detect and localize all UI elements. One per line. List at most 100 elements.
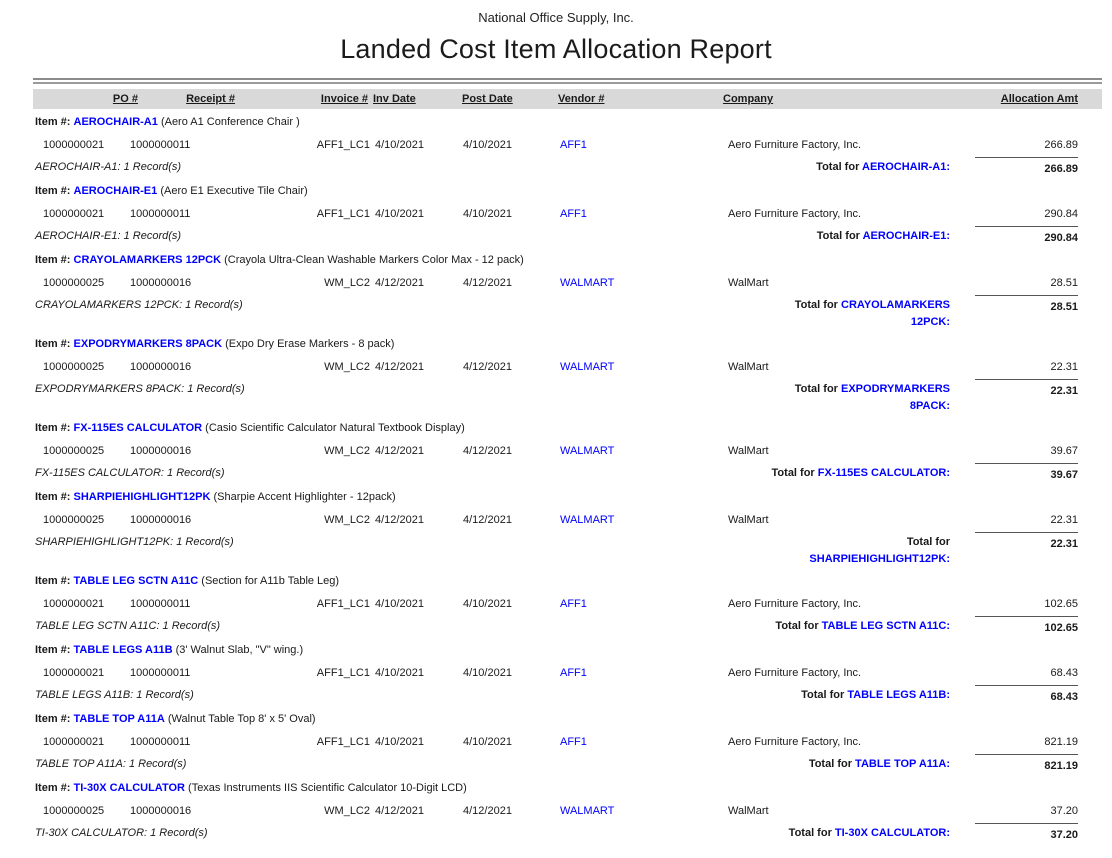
- total-item-code-link[interactable]: FX-115ES CALCULATOR:: [817, 467, 950, 479]
- item-description: (Aero E1 Executive Tile Chair): [160, 185, 308, 197]
- item-header-line: Item #: AEROCHAIR-E1 (Aero E1 Executive …: [33, 180, 1102, 203]
- item-code-link[interactable]: TABLE TOP A11A: [73, 713, 165, 725]
- total-for-text: Total for: [808, 758, 856, 770]
- vendor-code-link[interactable]: AFF1: [560, 208, 587, 220]
- total-item-code-link[interactable]: SHARPIEHIGHLIGHT12PK:: [809, 553, 950, 565]
- post-date-cell: 4/12/2021: [463, 277, 512, 289]
- item-number-label: Item #:: [35, 338, 71, 350]
- total-label: Total for FX-115ES CALCULATOR:: [653, 463, 950, 483]
- post-date-cell: 4/12/2021: [463, 361, 512, 373]
- item-number-label: Item #:: [35, 644, 71, 656]
- table-row: 1000000021 1000000011 AFF1_LC1 4/10/2021…: [33, 593, 1102, 616]
- item-group: Item #: CRAYOLAMARKERS 12PCK (Crayola Ul…: [33, 249, 1102, 333]
- total-item-code-link[interactable]: CRAYOLAMARKERS: [841, 299, 950, 311]
- invoice-number-cell: AFF1_LC1: [316, 667, 370, 679]
- inv-date-cell: 4/12/2021: [375, 361, 424, 373]
- receipt-number-cell: 1000000011: [130, 208, 191, 220]
- post-date-cell: 4/12/2021: [463, 445, 512, 457]
- invoice-number-cell: AFF1_LC1: [316, 139, 370, 151]
- total-for-text: Total for: [816, 161, 862, 173]
- total-amount: 102.65: [975, 616, 1078, 638]
- column-header-receipt: Receipt #: [186, 93, 235, 105]
- table-row: 1000000025 1000000016 WM_LC2 4/12/2021 4…: [33, 272, 1102, 295]
- receipt-number-cell: 1000000011: [130, 667, 191, 679]
- post-date-cell: 4/12/2021: [463, 805, 512, 817]
- item-total-row: TABLE TOP A11A: 1 Record(s) Total for TA…: [33, 754, 1102, 777]
- item-code-link[interactable]: AEROCHAIR-A1: [73, 116, 158, 128]
- vendor-code-link[interactable]: AFF1: [560, 736, 587, 748]
- po-number-cell: 1000000021: [43, 208, 105, 220]
- vendor-cell: AFF1: [560, 203, 650, 226]
- inv-date-cell: 4/10/2021: [375, 208, 424, 220]
- total-item-code-link[interactable]: AEROCHAIR-A1:: [862, 161, 950, 173]
- total-item-code-link[interactable]: TABLE TOP A11A:: [855, 758, 950, 770]
- vendor-code-link[interactable]: WALMART: [560, 445, 615, 457]
- company-cell: WalMart: [728, 805, 769, 817]
- total-for-text: Total for: [794, 299, 841, 311]
- company-cell: Aero Furniture Factory, Inc.: [728, 667, 862, 679]
- total-label: Total for TI-30X CALCULATOR:: [653, 823, 950, 843]
- total-amount: 290.84: [975, 226, 1078, 248]
- item-code-link[interactable]: FX-115ES CALCULATOR: [73, 422, 203, 434]
- total-label: Total for AEROCHAIR-A1:: [653, 157, 950, 177]
- record-count: SHARPIEHIGHLIGHT12PK: 1 Record(s): [35, 536, 234, 548]
- vendor-code-link[interactable]: WALMART: [560, 514, 615, 526]
- company-cell: WalMart: [728, 514, 769, 526]
- vendor-code-link[interactable]: WALMART: [560, 361, 615, 373]
- vendor-code-link[interactable]: WALMART: [560, 277, 615, 289]
- item-code-link[interactable]: AEROCHAIR-E1: [73, 185, 158, 197]
- item-group: Item #: TABLE LEG SCTN A11C (Section for…: [33, 570, 1102, 639]
- total-label-line: Total for TABLE LEGS A11B:: [653, 685, 950, 705]
- allocation-amount-cell: 821.19: [1044, 736, 1078, 748]
- total-for-text: Total for: [816, 230, 863, 242]
- item-code-link[interactable]: SHARPIEHIGHLIGHT12PK: [73, 491, 211, 503]
- item-code-link[interactable]: TABLE LEGS A11B: [73, 644, 173, 656]
- post-date-cell: 4/10/2021: [463, 736, 512, 748]
- total-for-text: Total for: [775, 620, 822, 632]
- total-item-code-link[interactable]: EXPODRYMARKERS: [841, 383, 950, 395]
- vendor-code-link[interactable]: AFF1: [560, 667, 587, 679]
- total-label: Total for EXPODRYMARKERS 8PACK:: [653, 379, 950, 414]
- item-total-row: TABLE LEGS A11B: 1 Record(s) Total for T…: [33, 685, 1102, 708]
- item-code-link[interactable]: TI-30X CALCULATOR: [73, 782, 185, 794]
- column-header-vendor: Vendor #: [558, 93, 605, 105]
- receipt-number-cell: 1000000016: [130, 445, 192, 457]
- total-for-text: Total for: [801, 689, 848, 701]
- item-code-link[interactable]: TABLE LEG SCTN A11C: [73, 575, 199, 587]
- total-amount: 266.89: [975, 157, 1078, 179]
- po-number-cell: 1000000025: [43, 361, 105, 373]
- item-description: (Texas Instruments IIS Scientific Calcul…: [188, 782, 467, 794]
- invoice-number-cell: WM_LC2: [324, 514, 370, 526]
- vendor-cell: AFF1: [560, 593, 650, 616]
- item-group: Item #: EXPODRYMARKERS 8PACK (Expo Dry E…: [33, 333, 1102, 417]
- total-item-code-link[interactable]: TABLE LEGS A11B:: [847, 689, 950, 701]
- total-for-text: Total for: [788, 827, 835, 839]
- post-date-cell: 4/10/2021: [463, 139, 512, 151]
- total-item-code-link[interactable]: 12PCK:: [910, 316, 950, 328]
- total-label-line: Total for AEROCHAIR-E1:: [653, 226, 950, 246]
- allocation-amount-cell: 290.84: [1044, 208, 1078, 220]
- item-code-link[interactable]: CRAYOLAMARKERS 12PCK: [73, 254, 222, 266]
- invoice-number-cell: WM_LC2: [324, 445, 370, 457]
- po-number-cell: 1000000021: [43, 598, 105, 610]
- item-group: Item #: TABLE LEGS A11B (3' Walnut Slab,…: [33, 639, 1102, 708]
- item-header-line: Item #: TABLE TOP A11A (Walnut Table Top…: [33, 708, 1102, 731]
- vendor-code-link[interactable]: AFF1: [560, 598, 587, 610]
- record-count: FX-115ES CALCULATOR: 1 Record(s): [35, 467, 225, 479]
- item-code-link[interactable]: EXPODRYMARKERS 8PACK: [73, 338, 223, 350]
- total-amount: 68.43: [975, 685, 1078, 707]
- record-count: TABLE TOP A11A: 1 Record(s): [35, 758, 187, 770]
- total-item-code-link[interactable]: AEROCHAIR-E1:: [862, 230, 950, 242]
- item-description: (Section for A11b Table Leg): [201, 575, 340, 587]
- column-header-allocation-amt: Allocation Amt: [1000, 93, 1078, 105]
- total-item-code-link[interactable]: 8PACK:: [909, 400, 950, 412]
- vendor-code-link[interactable]: WALMART: [560, 805, 615, 817]
- vendor-code-link[interactable]: AFF1: [560, 139, 587, 151]
- total-item-code-link[interactable]: TABLE LEG SCTN A11C:: [821, 620, 950, 632]
- total-item-code-link[interactable]: TI-30X CALCULATOR:: [834, 827, 950, 839]
- total-label-line: Total for TABLE TOP A11A:: [653, 754, 950, 774]
- total-label: Total for TABLE TOP A11A:: [653, 754, 950, 774]
- item-total-row: FX-115ES CALCULATOR: 1 Record(s) Total f…: [33, 463, 1102, 486]
- item-number-label: Item #:: [35, 782, 71, 794]
- total-label-line: SHARPIEHIGHLIGHT12PK:: [653, 552, 950, 567]
